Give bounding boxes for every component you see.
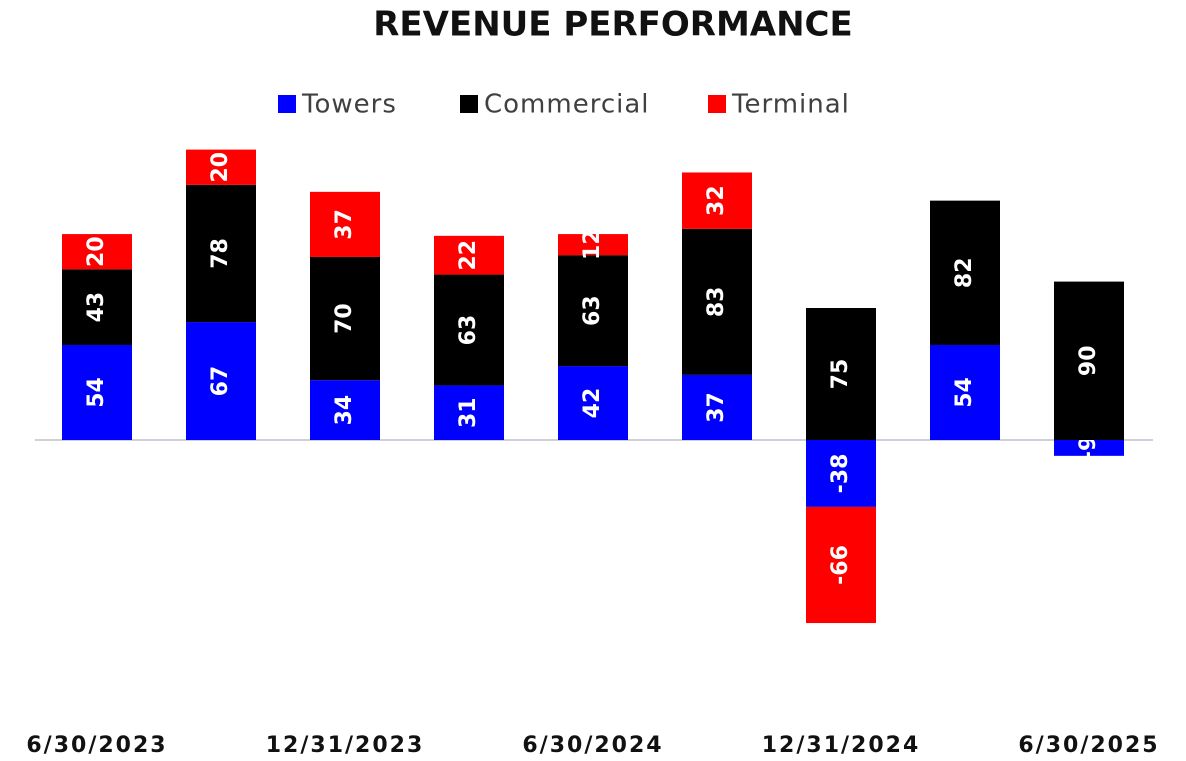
bar-segment — [186, 149, 256, 185]
bar-segment — [434, 385, 504, 440]
data-label: 54 — [84, 377, 109, 408]
data-label: 83 — [704, 287, 729, 318]
data-label: 90 — [1076, 345, 1101, 376]
bar-segment — [186, 322, 256, 440]
legend-swatch — [460, 95, 478, 113]
x-tick-label: 6/30/2024 — [522, 733, 663, 758]
data-label: 75 — [828, 359, 853, 390]
x-tick-label: 6/30/2023 — [26, 733, 167, 758]
data-label: -38 — [828, 454, 853, 494]
bar-segment — [186, 184, 256, 323]
bar-segment — [806, 506, 876, 624]
bar-segment — [434, 235, 504, 275]
bar-segment — [558, 255, 628, 367]
chart-title: REVENUE PERFORMANCE — [373, 5, 853, 45]
bar-segment — [806, 308, 876, 440]
bar-segment — [806, 440, 876, 507]
data-label: 82 — [952, 257, 977, 288]
legend-swatch — [278, 95, 296, 113]
legend-label: Towers — [301, 90, 397, 120]
data-label: 63 — [456, 315, 481, 346]
data-label: 22 — [456, 240, 481, 271]
bar-segment — [310, 256, 380, 381]
x-tick-label: 6/30/2025 — [1018, 733, 1159, 758]
bar-segment — [310, 191, 380, 257]
data-label: 32 — [704, 185, 729, 216]
bar-segment — [558, 366, 628, 440]
data-label: 67 — [208, 366, 233, 397]
bar-segment — [558, 234, 628, 256]
data-label: 37 — [704, 392, 729, 423]
data-label: -66 — [828, 545, 853, 585]
bar-segment — [682, 228, 752, 375]
data-label: 78 — [208, 238, 233, 269]
x-tick-label: 12/31/2024 — [762, 733, 921, 758]
data-label: 43 — [84, 292, 109, 323]
data-label: 20 — [84, 236, 109, 267]
data-label: 12 — [580, 229, 605, 260]
bar-segment — [310, 380, 380, 440]
x-tick-label: 12/31/2023 — [266, 733, 425, 758]
legend-swatch — [708, 95, 726, 113]
bar-segment — [930, 344, 1000, 440]
legend-label: Commercial — [484, 90, 650, 120]
bar-segment — [930, 200, 1000, 345]
legend: Towers Commercial Terminal — [278, 90, 850, 120]
bar-segment — [682, 172, 752, 229]
legend-label: Terminal — [731, 90, 850, 120]
bar-segment — [62, 269, 132, 345]
data-label: 31 — [456, 397, 481, 428]
data-label: 42 — [580, 388, 605, 419]
data-label: 20 — [208, 152, 233, 183]
bar-segment — [1054, 440, 1124, 456]
data-label: 37 — [332, 209, 357, 240]
bar-segment — [62, 344, 132, 440]
bar-segment — [682, 374, 752, 440]
data-label: 70 — [332, 303, 357, 334]
bar-segment — [62, 234, 132, 270]
data-label: 63 — [580, 295, 605, 326]
data-label: 54 — [952, 377, 977, 408]
bar-segment — [434, 274, 504, 386]
data-label: 34 — [332, 395, 357, 426]
bar-segment — [1054, 281, 1124, 440]
